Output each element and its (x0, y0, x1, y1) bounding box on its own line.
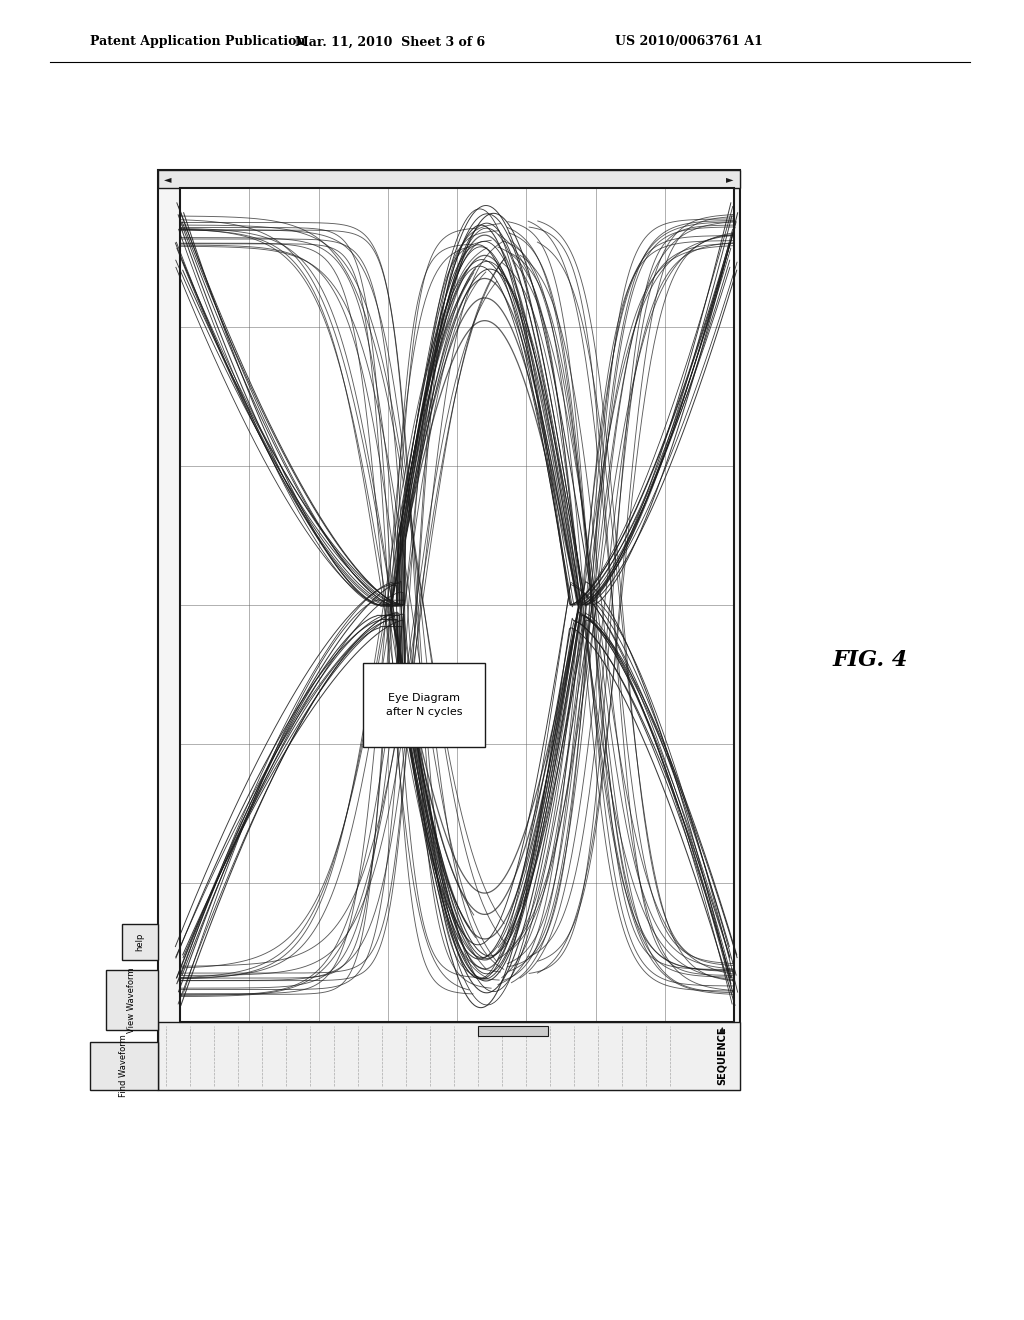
Bar (180, 187, 734, 1022)
Bar (362, 664, 484, 747)
Bar (180, 187, 734, 1022)
Bar (90, 1041, 158, 1090)
Text: Patent Application Publication: Patent Application Publication (90, 36, 305, 49)
Text: Eye Diagram
after N cycles: Eye Diagram after N cycles (385, 693, 462, 717)
Text: ►: ► (726, 174, 734, 183)
Bar (158, 1022, 740, 1090)
Text: ◄: ◄ (164, 174, 172, 183)
Text: View Waveform: View Waveform (128, 968, 136, 1032)
Bar (106, 970, 158, 1030)
Text: Mar. 11, 2010  Sheet 3 of 6: Mar. 11, 2010 Sheet 3 of 6 (295, 36, 485, 49)
Bar (122, 924, 158, 960)
Text: FIG. 4: FIG. 4 (833, 649, 907, 671)
Bar (478, 1026, 548, 1036)
Text: SEQUENCE: SEQUENCE (717, 1027, 727, 1085)
Text: ▲: ▲ (719, 1026, 725, 1035)
Bar (158, 170, 740, 1090)
Bar (158, 170, 740, 187)
Text: help: help (135, 933, 144, 952)
Text: Find Waveform: Find Waveform (120, 1035, 128, 1097)
Text: US 2010/0063761 A1: US 2010/0063761 A1 (615, 36, 763, 49)
